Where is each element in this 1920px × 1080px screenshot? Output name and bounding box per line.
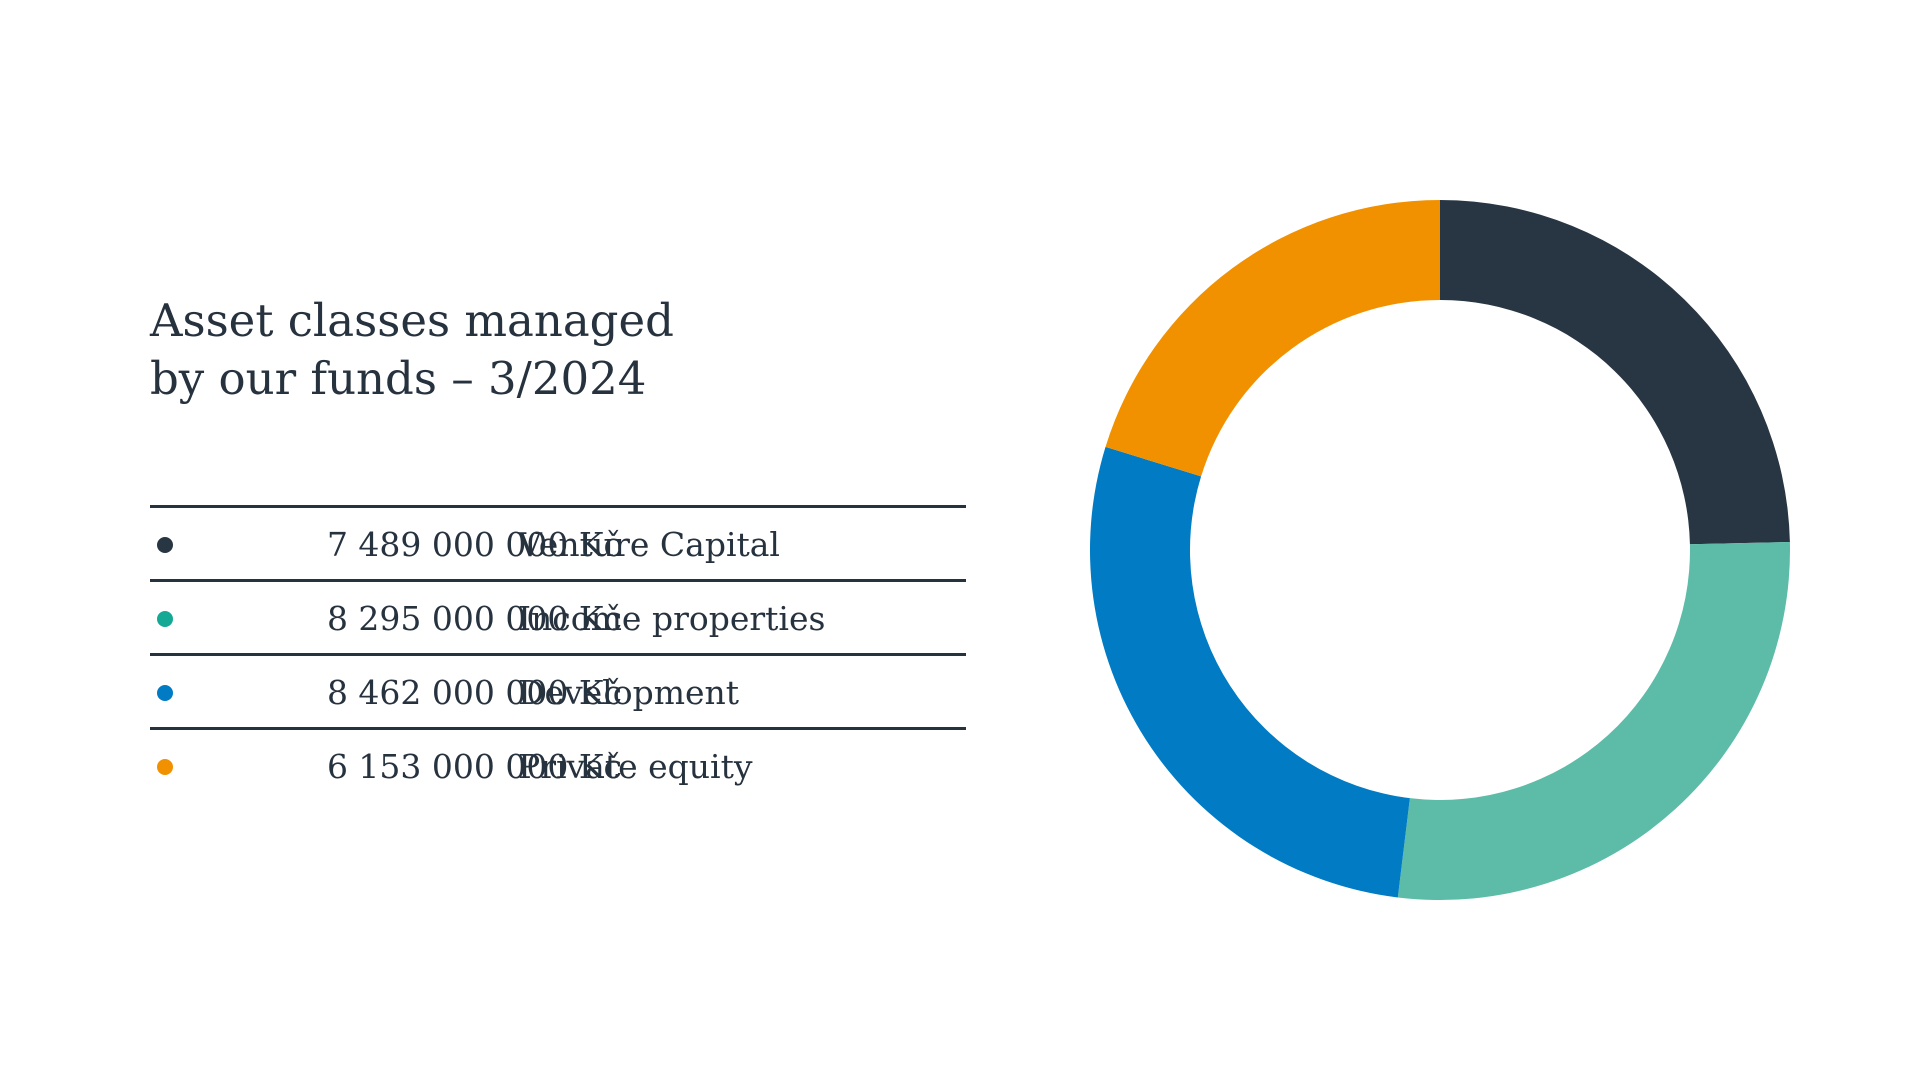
- legend-dot-icon: [157, 611, 173, 627]
- chart-title-line-1: Asset classes managed: [150, 294, 674, 347]
- legend-item-development: 8 462 000 000 Kč Development: [150, 656, 966, 730]
- legend: 7 489 000 000 Kč Venture Capital 8 295 0…: [150, 505, 966, 801]
- legend-item-venture-capital: 7 489 000 000 Kč Venture Capital: [150, 508, 966, 582]
- donut-chart: [1090, 200, 1790, 901]
- legend-dot-icon: [157, 759, 173, 775]
- legend-value: 8 295 000 000 Kč: [326, 599, 622, 638]
- legend-label: Development: [518, 673, 740, 712]
- legend-label: Private equity: [518, 747, 753, 786]
- legend-item-private-equity: 6 153 000 000 Kč Private equity: [150, 730, 966, 801]
- legend-label: Venture Capital: [518, 525, 780, 564]
- chart-title: Asset classes managed by our funds – 3/2…: [150, 292, 850, 408]
- legend-value: 8 462 000 000 Kč: [326, 673, 622, 712]
- legend-value: 7 489 000 000 Kč: [326, 525, 622, 564]
- chart-title-line-2: by our funds – 3/2024: [150, 352, 647, 405]
- legend-dot-icon: [157, 537, 173, 553]
- donut-slice-private-equity: [1105, 200, 1440, 477]
- legend-dot-icon: [157, 685, 173, 701]
- donut-slice-income-properties: [1397, 541, 1790, 901]
- donut-slice-development: [1090, 446, 1410, 898]
- donut-slice-venture-capital: [1440, 200, 1790, 545]
- legend-item-income-properties: 8 295 000 000 Kč Income properties: [150, 582, 966, 656]
- legend-value: 6 153 000 000 Kč: [326, 747, 622, 786]
- legend-label: Income properties: [518, 599, 826, 638]
